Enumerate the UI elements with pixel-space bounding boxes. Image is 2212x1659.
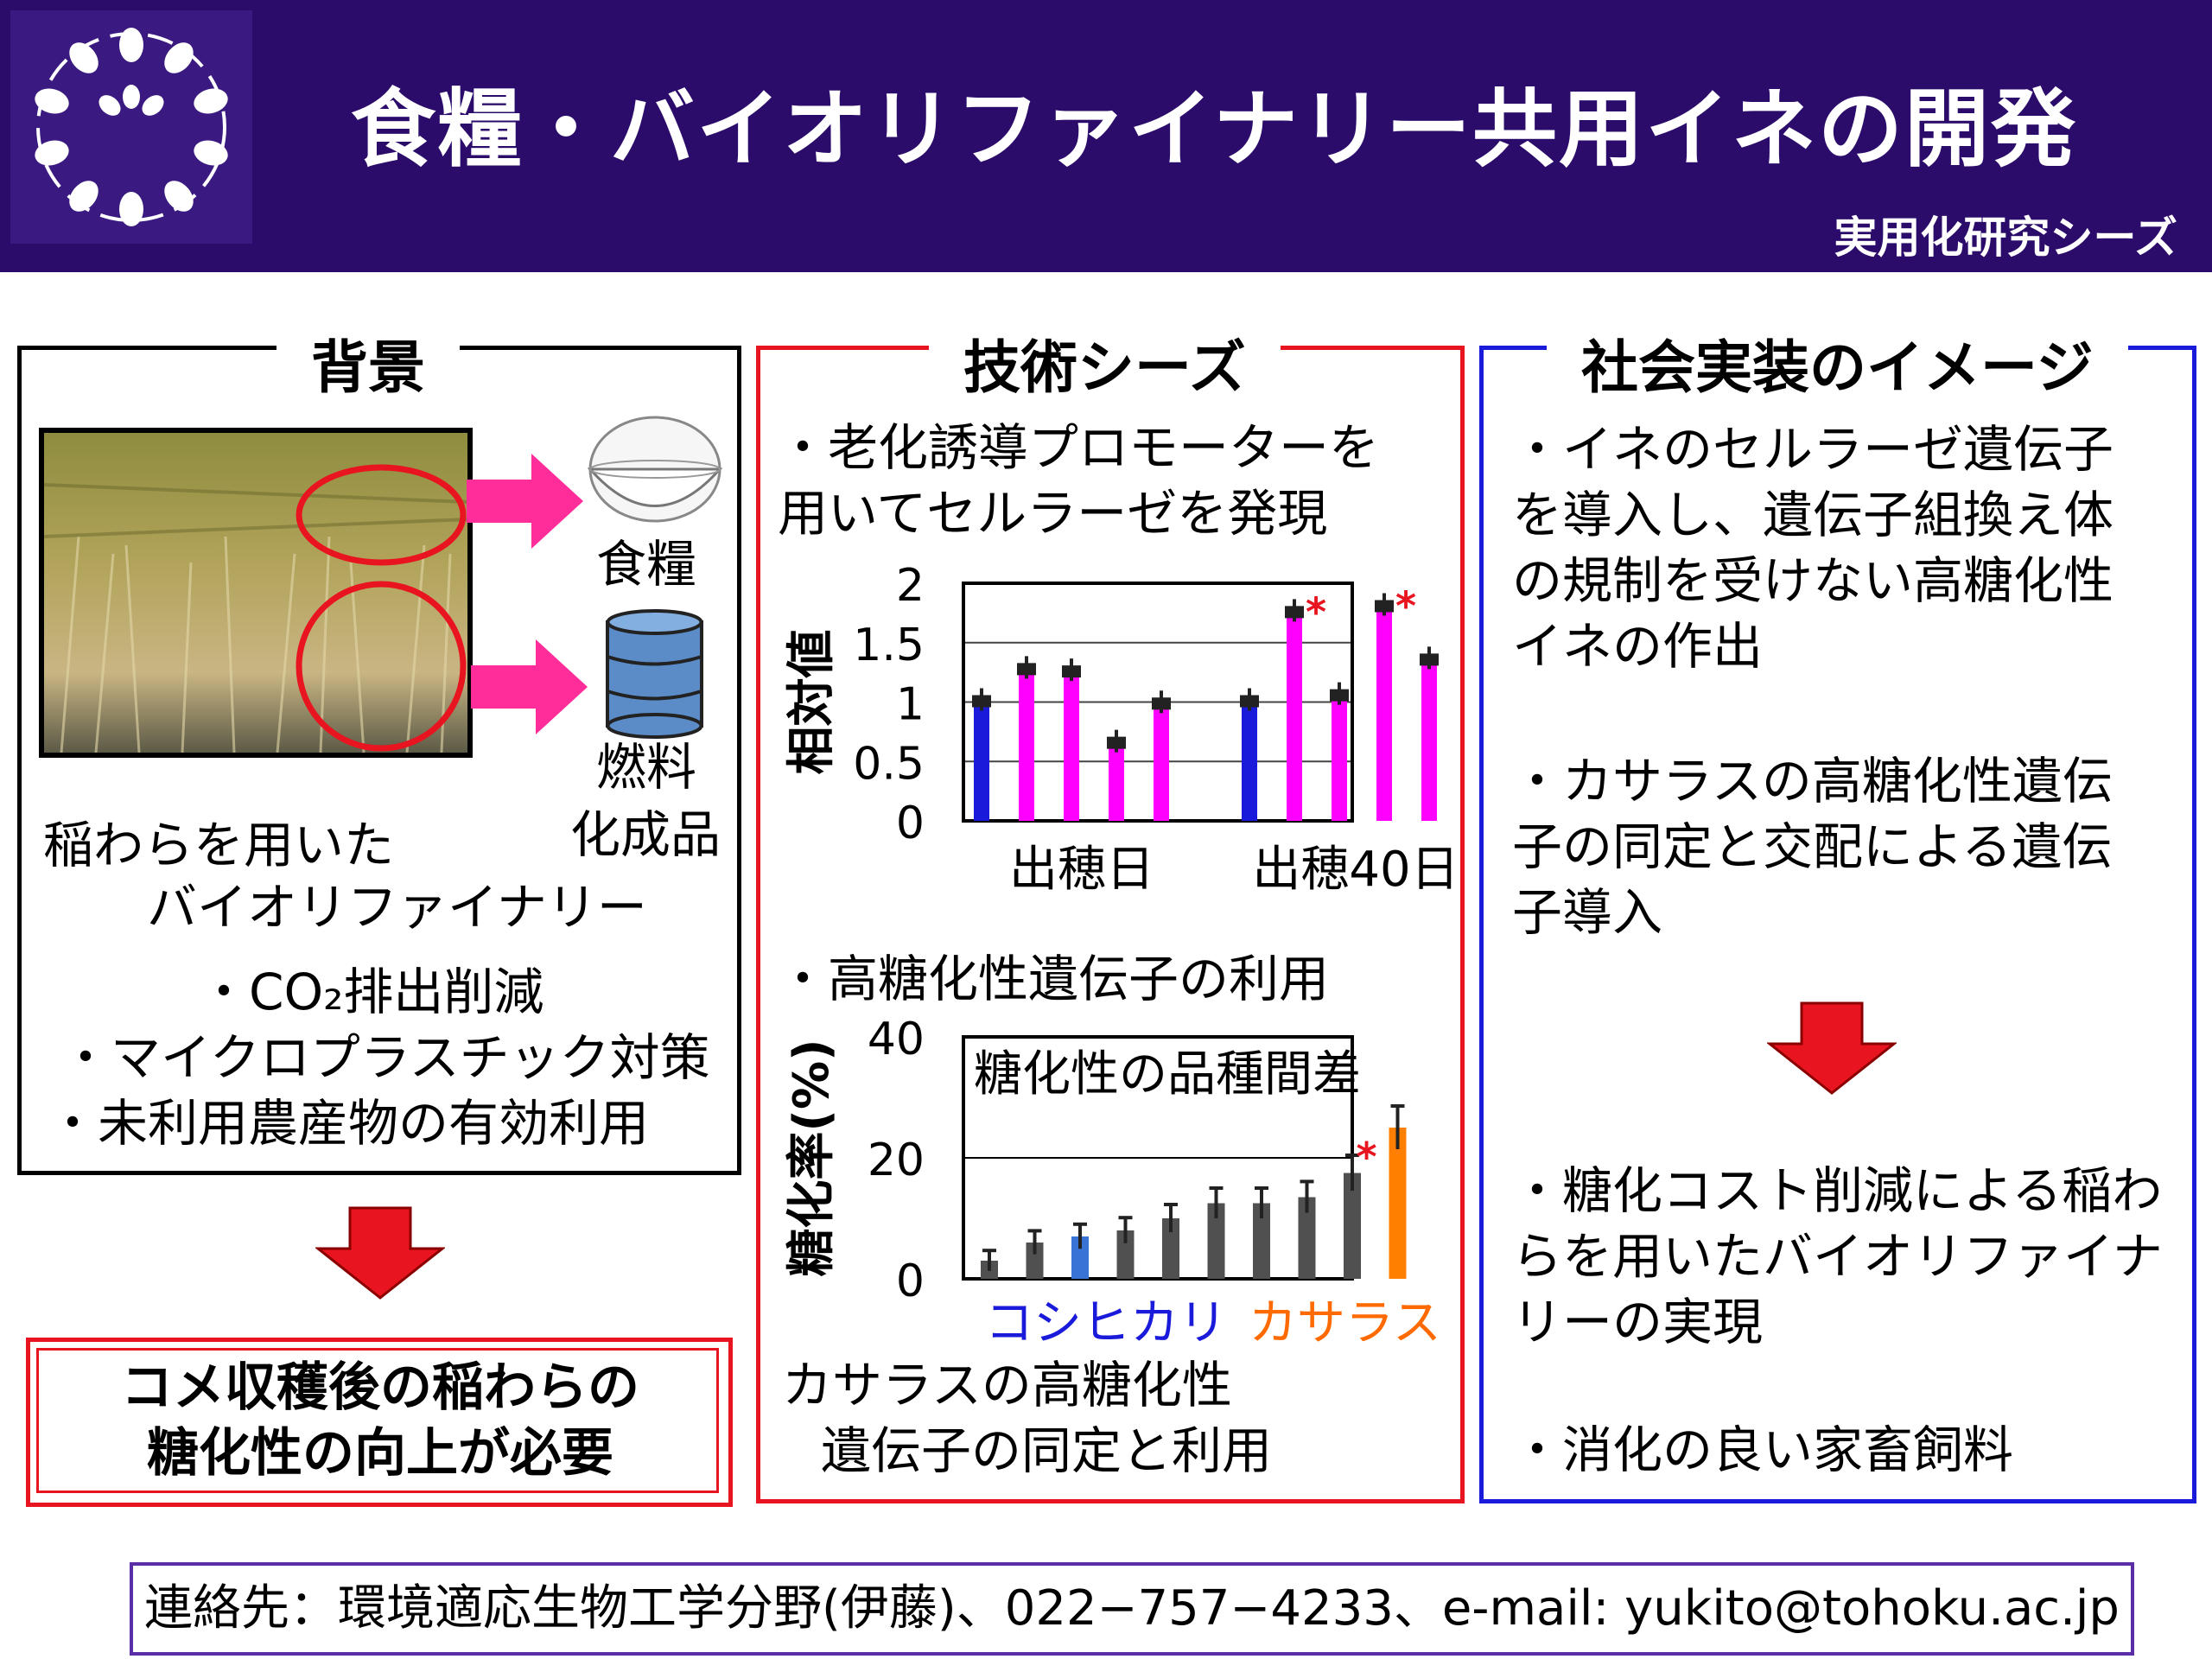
rice-field-photo — [39, 428, 473, 758]
tech-point2: ・高糖化性遺伝子の利用 — [778, 950, 1330, 1008]
bar — [1109, 743, 1124, 821]
tech-point1-line1: ・老化誘導プロモーターを — [778, 418, 1380, 477]
bar — [1287, 613, 1302, 821]
bar — [1071, 1236, 1089, 1279]
tech-heading: 技術シーズ — [929, 321, 1281, 404]
y-tick-label: 40 — [868, 1014, 925, 1065]
y-tick-label: 0.5 — [853, 738, 925, 790]
header-banner — [0, 0, 2212, 272]
page-subtitle: 実用化研究シーズ — [1834, 213, 2178, 263]
arrow-right-icon — [471, 639, 588, 734]
y-tick-label: 1 — [896, 679, 925, 731]
bar — [1162, 1218, 1179, 1279]
bar — [1389, 1128, 1407, 1279]
y-axis-label: 糖化率(%) — [784, 1039, 840, 1276]
social-item2-line3: 子導入 — [1512, 883, 1663, 942]
significance-mark: * — [1357, 1134, 1377, 1180]
rice-bowl-icon — [587, 416, 723, 523]
group-label: 出穂40日後 — [1252, 842, 1452, 898]
bar — [1421, 660, 1437, 821]
fuel-label-line1: 燃料 — [596, 738, 697, 797]
need-line1: コメ収穫後の稲わらの — [121, 1357, 639, 1418]
bar — [1344, 1173, 1361, 1279]
bar — [1064, 672, 1079, 821]
y-tick-label: 0 — [896, 798, 925, 849]
bar — [1376, 607, 1392, 821]
social-item1-line4: イネの作出 — [1512, 617, 1764, 676]
variety-label-koshihikari: コシヒカリ — [985, 1295, 1227, 1348]
y-tick-label: 20 — [868, 1135, 925, 1186]
biorefinery-caption-line2: バイオリファイナリー — [147, 878, 647, 937]
social-item2-line2: 子の同定と交配による遺伝 — [1512, 817, 2113, 876]
tech-conclusion-line1: カサラスの高糖化性 — [782, 1356, 1232, 1414]
social-item3-line1: ・糖化コスト削減による稲わ — [1512, 1161, 2163, 1220]
bullet-microplastic: ・マイクロプラスチック対策 — [60, 1028, 710, 1087]
social-heading: 社会実装のイメージ — [1547, 321, 2128, 404]
barrel-icon — [606, 609, 703, 739]
bar — [1026, 1243, 1044, 1279]
bar — [1298, 1197, 1316, 1279]
need-box — [26, 1338, 733, 1507]
tech-point1-line2: 用いてセルラーゼを発現 — [778, 484, 1328, 543]
bar — [1154, 704, 1169, 821]
page-title: 食糧・バイオリファイナリー共用イネの開発 — [350, 80, 2078, 179]
social-item1-line1: ・イネのセルラーゼ遺伝子 — [1512, 420, 2114, 479]
bullet-co2: ・CO₂排出削減 — [199, 963, 544, 1021]
social-item2-line1: ・カサラスの高糖化性遺伝 — [1512, 752, 2113, 810]
group-label: 出穂日 — [1009, 842, 1154, 898]
bar — [1207, 1203, 1225, 1279]
bullet-unused-crops: ・未利用農産物の有効利用 — [48, 1094, 650, 1153]
bar — [1253, 1203, 1270, 1279]
significance-mark: * — [1395, 583, 1416, 630]
arrow-down-icon — [1767, 1001, 1897, 1095]
social-item1-line2: を導入し、遺伝子組換え体 — [1512, 486, 2114, 544]
bar — [1116, 1230, 1135, 1279]
social-item4-line1: ・消化の良い家畜飼料 — [1512, 1421, 2014, 1479]
social-item3-line2: らを用いたバイオリファイナ — [1512, 1227, 2163, 1286]
logo — [10, 10, 252, 244]
significance-mark: * — [1306, 588, 1326, 635]
y-tick-label: 1.5 — [853, 620, 925, 671]
social-item1-line3: の規制を受けない高糖化性 — [1512, 551, 2114, 610]
laurel-wreath-logo-icon — [35, 28, 228, 226]
contact-footer: 連絡先：環境適応生物工学分野(伊藤)、022−757−4233、e-mail: … — [130, 1562, 2134, 1656]
food-label: 食糧 — [596, 535, 697, 594]
variety-label-kasalath: カサラス — [1249, 1295, 1441, 1348]
y-tick-label: 0 — [896, 1255, 925, 1307]
y-tick-label: 2 — [896, 560, 925, 612]
saccharification-chart: 0 20 40 糖化性の品種間差 糖化率(%) * コシヒカリ カサラス — [784, 1014, 1441, 1348]
background-heading: 背景 — [276, 321, 460, 404]
chart-title: 糖化性の品種間差 — [974, 1046, 1361, 1103]
arrow-right-icon — [467, 454, 583, 549]
social-item3-line3: リーの実現 — [1512, 1293, 1764, 1351]
bar — [974, 702, 989, 821]
tech-conclusion-line2: 遺伝子の同定と利用 — [821, 1421, 1273, 1480]
bar — [1242, 702, 1257, 821]
fuel-label-line2: 化成品 — [570, 805, 721, 864]
biorefinery-caption-line1: 稲わらを用いた — [43, 816, 395, 874]
y-axis-label: 相対値 — [784, 630, 840, 775]
need-line2: 糖化性の向上が必要 — [147, 1423, 613, 1484]
bar — [1019, 670, 1034, 821]
bar — [1332, 696, 1347, 821]
arrow-down-icon — [315, 1206, 445, 1300]
